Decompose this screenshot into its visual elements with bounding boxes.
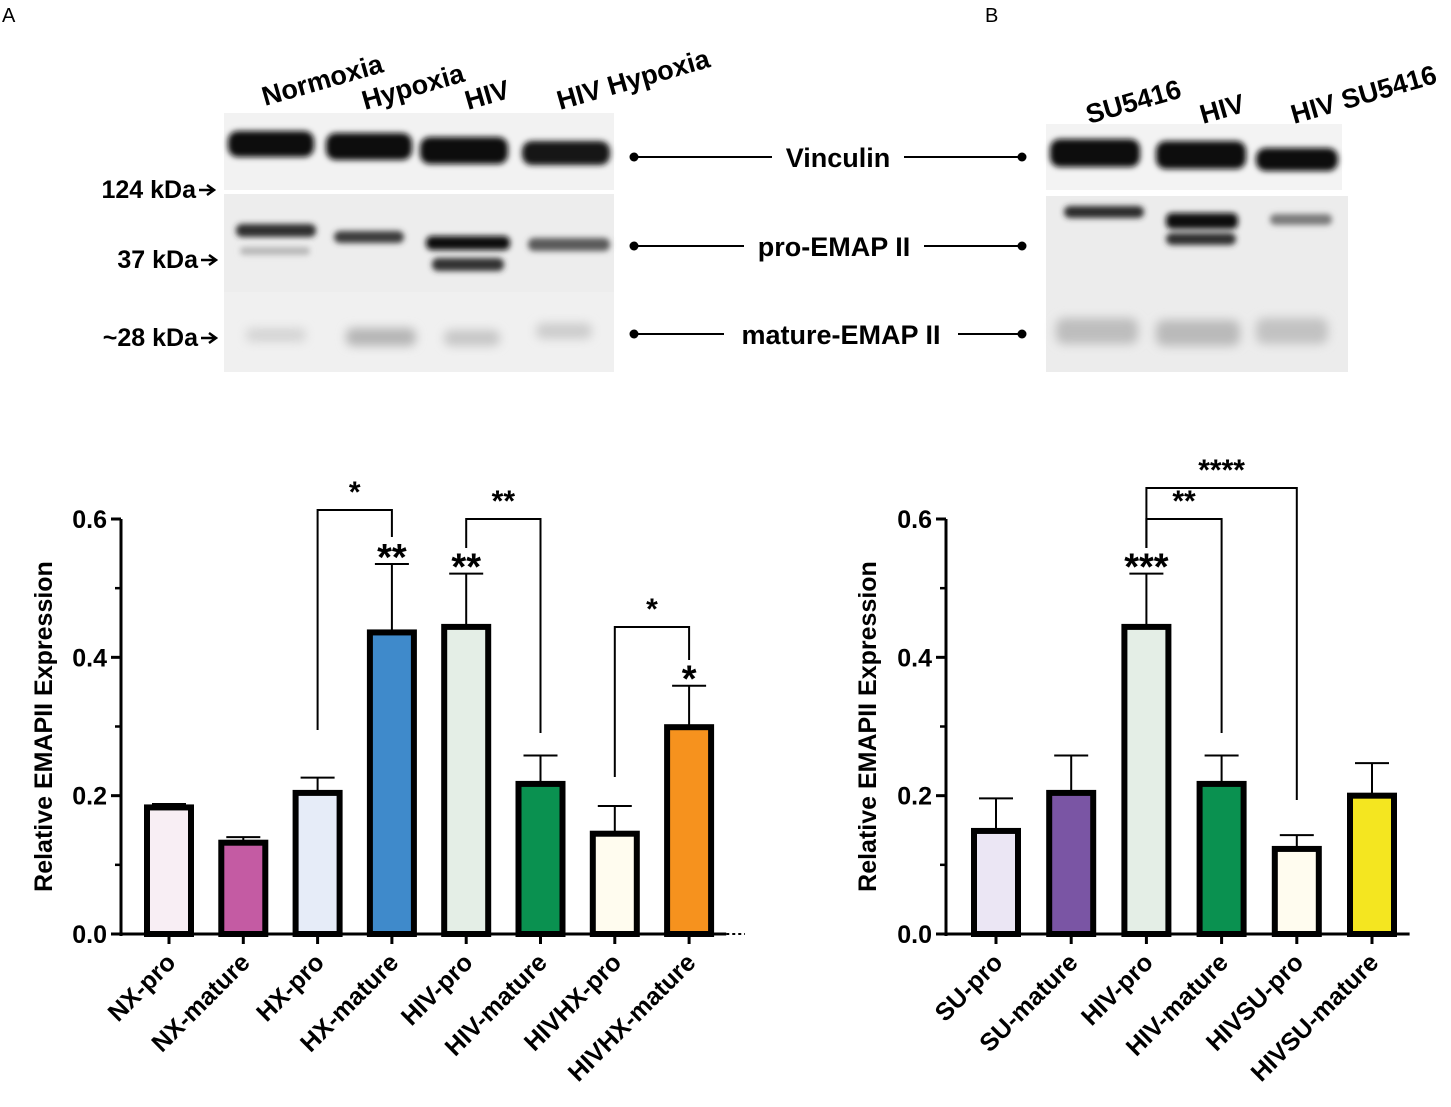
bar-nx-pro bbox=[144, 804, 194, 937]
bar-hivsu-mature bbox=[1347, 792, 1397, 938]
y-tick-label: 0.6 bbox=[897, 506, 932, 534]
vinculin-bands-b bbox=[1050, 139, 1338, 171]
comparison-significance: ** bbox=[492, 485, 516, 518]
comparison-bracket bbox=[613, 626, 691, 777]
bar-significance-star: *** bbox=[1124, 547, 1169, 589]
pro-emap-bands bbox=[236, 224, 610, 271]
panel-b-letter: B bbox=[985, 5, 998, 27]
panel-a-blot: Normoxia Hypoxia HIV HIV Hypoxia bbox=[101, 43, 714, 372]
comparison-bracket bbox=[316, 509, 393, 730]
marker-124kda-arrow bbox=[199, 183, 217, 197]
lane-label-hiv-su5416: HIV SU5416 bbox=[1287, 60, 1440, 130]
bar-hx-pro bbox=[292, 789, 343, 938]
y-tick-label: 0.6 bbox=[72, 506, 107, 534]
comparison-significance: * bbox=[349, 476, 361, 509]
comparison-bracket bbox=[465, 518, 542, 733]
y-tick-label: 0.4 bbox=[72, 644, 107, 672]
band-label-pro-emap: pro-EMAP II bbox=[758, 232, 911, 262]
bar-hivhx-pro bbox=[589, 830, 640, 937]
bar-su-pro bbox=[971, 827, 1021, 937]
x-tick-label: HIVHX-mature bbox=[563, 948, 702, 1087]
comparison-bracket bbox=[1145, 487, 1298, 800]
band-connectors: Vinculin pro-EMAP II mature-EMAP II bbox=[629, 143, 1027, 350]
y-tick-label: 0.0 bbox=[897, 921, 932, 949]
lane-label-hiv-hypoxia: HIV Hypoxia bbox=[553, 43, 714, 116]
panel-a-letter: A bbox=[2, 5, 16, 27]
y-tick-label: 0.2 bbox=[72, 783, 107, 811]
comparison-significance: * bbox=[646, 593, 658, 626]
y-tick-label: 0.4 bbox=[897, 644, 932, 672]
bar-hiv-pro bbox=[1121, 623, 1172, 938]
y-axis-label: Relative EMAPII Expression bbox=[854, 561, 882, 892]
bar-hiv-mature bbox=[515, 780, 566, 937]
bar-hiv-pro bbox=[441, 623, 492, 938]
bar-hivhx-mature bbox=[664, 724, 715, 937]
bar-su-mature bbox=[1046, 789, 1097, 938]
comparison-significance: **** bbox=[1198, 454, 1245, 487]
bar-hiv-mature bbox=[1196, 780, 1247, 937]
marker-124kda: 124 kDa bbox=[101, 176, 197, 204]
mature-emap-bands bbox=[246, 323, 592, 346]
x-tick-label: HIVSU-mature bbox=[1246, 948, 1385, 1087]
lane-label-su5416: SU5416 bbox=[1082, 74, 1184, 130]
marker-28kda: ~28 kDa bbox=[103, 324, 199, 352]
lane-label-hiv: HIV bbox=[461, 75, 513, 116]
bar-significance-star: ** bbox=[451, 547, 481, 589]
marker-28kda-arrow bbox=[201, 331, 219, 345]
bar-significance-star: * bbox=[682, 659, 697, 701]
y-axis-label: Relative EMAPII Expression bbox=[30, 561, 58, 892]
bar-hx-mature bbox=[366, 629, 417, 938]
y-tick-label: 0.0 bbox=[72, 921, 107, 949]
bar-significance-star: ** bbox=[377, 537, 407, 579]
pro-emap-bands-b bbox=[1064, 206, 1332, 245]
panel-b-blot: SU5416 HIV HIV SU5416 bbox=[1046, 60, 1440, 372]
comparison-significance: ** bbox=[1172, 485, 1196, 518]
bar-nx-mature bbox=[218, 839, 269, 938]
lane-label-hiv-b: HIV bbox=[1196, 89, 1248, 130]
marker-37kda: 37 kDa bbox=[117, 246, 199, 274]
band-label-vinculin: Vinculin bbox=[786, 143, 891, 173]
y-tick-label: 0.2 bbox=[897, 783, 932, 811]
bar-hivsu-pro bbox=[1271, 845, 1322, 937]
marker-37kda-arrow bbox=[201, 253, 219, 267]
band-label-mature-emap: mature-EMAP II bbox=[741, 320, 940, 350]
mature-emap-bands-b bbox=[1056, 318, 1328, 346]
vinculin-bands bbox=[228, 131, 610, 165]
